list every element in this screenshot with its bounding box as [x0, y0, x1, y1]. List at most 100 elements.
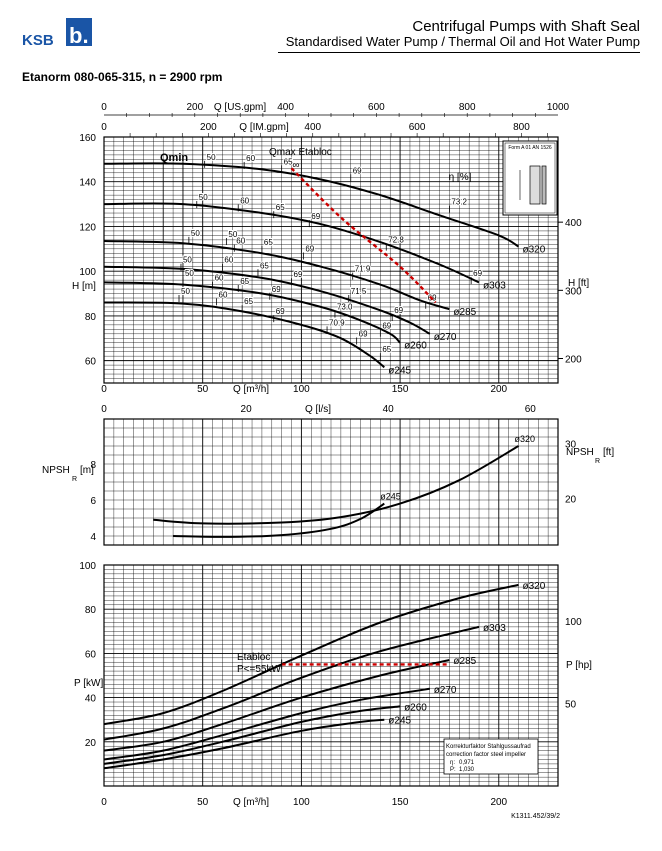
efficiency-label: 65 [260, 261, 269, 270]
power-ytick-label: 40 [85, 694, 97, 705]
q-ls-tick-label: 0 [101, 404, 107, 415]
efficiency-label: 65 [240, 277, 249, 286]
head-curve-ø285 [103, 240, 450, 311]
efficiency-label: 65 [284, 157, 293, 166]
head-ylabel-right: H [ft] [568, 278, 589, 289]
npsh-ylabel-sub: R [72, 476, 77, 483]
efficiency-label: 69 [294, 270, 303, 279]
efficiency-label: 73.0 [337, 303, 353, 312]
correction-p-value: 1,030 [459, 767, 475, 773]
etabloc-limit-label: P<=55kW [237, 664, 281, 675]
head-curve-ø320 [103, 162, 520, 248]
logo-mark-icon [66, 18, 92, 46]
head-ytick-right-label: 300 [565, 286, 582, 297]
q-m3h-bottom-tick-label: 50 [197, 797, 209, 808]
efficiency-label: 50 [228, 230, 237, 239]
usgpm-tick-label: 600 [368, 102, 385, 113]
power-curve-ø320 [103, 583, 519, 726]
q-m3h-bottom-tick-label: 150 [392, 797, 409, 808]
usgpm-tick-label: 400 [277, 102, 294, 113]
q-m3h-tick-label: 50 [197, 384, 209, 395]
npsh-ylabel-right-sub: R [595, 458, 600, 465]
q-ls-tick-label: 60 [525, 404, 537, 415]
impeller-drawing-icon [541, 165, 547, 205]
efficiency-label: 60 [240, 196, 249, 205]
power-ytick-right-label: 50 [565, 700, 577, 711]
eta-axis-label: η [%] [449, 172, 472, 183]
head-ytick-label: 60 [85, 357, 97, 368]
qmax-symbol: ∞ [292, 160, 299, 171]
npsh-curve-ø245 [173, 502, 385, 538]
power-curve-ø285 [103, 659, 450, 752]
head-curve-label: ø303 [483, 280, 506, 291]
correction-line2: correction factor steel impeller [446, 752, 526, 758]
efficiency-label: 72.8 [388, 236, 404, 245]
efficiency-label: 69 [382, 322, 391, 331]
efficiency-label: 65 [264, 238, 273, 247]
head-curve-ø245 [103, 301, 385, 369]
q-m3h-axis-label: Q [m³/h] [233, 384, 269, 395]
npsh-ylabel-right: NPSH [566, 447, 594, 458]
npsh-ytick-label: 8 [90, 460, 96, 471]
q-m3h-tick-label: 100 [293, 384, 310, 395]
imgpm-tick-label: 600 [409, 122, 426, 133]
q-ls-tick-label: 40 [383, 404, 395, 415]
power-ytick-label: 60 [85, 649, 97, 660]
efficiency-label: 60 [246, 154, 255, 163]
power-curve-label: ø303 [483, 623, 506, 634]
q-m3h-tick-label: 0 [101, 384, 107, 395]
head-ytick-right-label: 400 [565, 218, 582, 229]
power-ytick-label: 100 [79, 561, 96, 572]
usgpm-axis-label: Q [US.gpm] [214, 102, 266, 113]
imgpm-axis-label: Q [IM.gpm] [239, 122, 289, 133]
imgpm-tick-label: 200 [200, 122, 217, 133]
efficiency-label: 73.2 [451, 198, 467, 207]
efficiency-label: 65 [244, 297, 253, 306]
header-divider [278, 52, 640, 53]
head-curve-ø303 [103, 202, 480, 284]
correction-p-label: P: [450, 767, 456, 773]
usgpm-tick-label: 1000 [547, 102, 570, 113]
npsh-ytick-right-label: 30 [565, 439, 577, 450]
imgpm-tick-label: 800 [513, 122, 530, 133]
power-curve-label: ø245 [388, 716, 411, 727]
power-curve-ø245 [103, 718, 385, 770]
efficiency-label: 65 [382, 345, 391, 354]
q-m3h-bottom-axis-label: Q [m³/h] [233, 797, 269, 808]
efficiency-label: 69 [305, 245, 314, 254]
q-m3h-bottom-tick-label: 0 [101, 797, 107, 808]
ksb-logo: KSB b. [22, 13, 102, 51]
efficiency-label: 50 [185, 269, 194, 278]
q-ls-axis-label: Q [l/s] [305, 404, 331, 415]
head-ytick-label: 100 [79, 267, 96, 278]
pump-title: Etanorm 080-065-315, n = 2900 rpm [22, 70, 223, 84]
efficiency-label: 50 [183, 256, 192, 265]
head-curve-ø270 [103, 265, 431, 335]
efficiency-label: 69 [394, 306, 403, 315]
head-curve-label: ø260 [404, 341, 427, 352]
efficiency-label: 69 [311, 212, 320, 221]
power-curve-ø260 [103, 705, 401, 765]
power-ytick-label: 20 [85, 738, 97, 749]
imgpm-tick-label: 400 [304, 122, 321, 133]
inset-text: Form A 01 AN 1526 [508, 145, 552, 151]
usgpm-tick-label: 0 [101, 102, 107, 113]
efficiency-label: 50 [199, 193, 208, 202]
qmax-limit-line [290, 167, 437, 304]
efficiency-label: 60 [215, 274, 224, 283]
head-curve-ø260 [103, 281, 401, 344]
q-m3h-bottom-tick-label: 100 [293, 797, 310, 808]
q-m3h-bottom-tick-label: 200 [490, 797, 507, 808]
etabloc-label: Etabloc [237, 652, 270, 663]
correction-line1: Korrekturfaktor Stahlgussaufrad [446, 744, 531, 750]
qmin-label: Qmin [160, 152, 188, 164]
q-m3h-tick-label: 200 [490, 384, 507, 395]
head-ytick-label: 160 [79, 133, 96, 144]
efficiency-label: 70.9 [329, 318, 345, 327]
document-subtitle: Standardised Water Pump / Thermal Oil an… [285, 34, 640, 49]
usgpm-tick-label: 200 [186, 102, 203, 113]
document-title: Centrifugal Pumps with Shaft Seal [412, 18, 640, 35]
efficiency-label: 71.9 [355, 265, 371, 274]
correction-eta-label: η: [450, 760, 455, 766]
